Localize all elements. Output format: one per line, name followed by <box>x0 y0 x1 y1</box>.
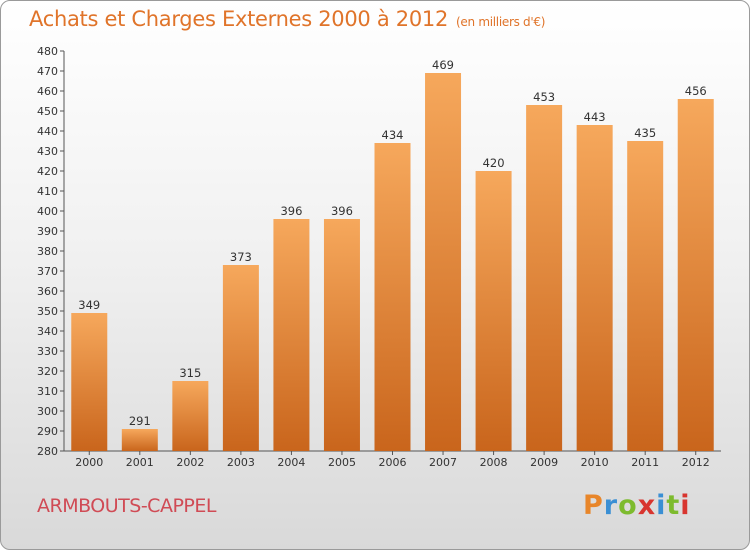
x-tick-label-2001: 2001 <box>126 456 154 469</box>
y-tick-label: 290 <box>37 425 58 438</box>
x-tick-label-2007: 2007 <box>429 456 457 469</box>
value-label-2008: 420 <box>483 156 505 170</box>
x-tick-label-2009: 2009 <box>530 456 558 469</box>
chart-title-text: Achats et Charges Externes 2000 à 2012 <box>29 7 449 31</box>
logo-letter: P <box>583 490 604 521</box>
y-tick-label: 430 <box>37 145 58 158</box>
bar-2011 <box>627 141 664 451</box>
y-tick-label: 390 <box>37 225 58 238</box>
logo-letter: i <box>656 490 667 521</box>
bar-2006 <box>374 143 411 451</box>
value-label-2001: 291 <box>129 414 151 428</box>
bar-2008 <box>475 171 512 451</box>
bar-2000 <box>71 313 108 451</box>
x-tick-label-2012: 2012 <box>682 456 710 469</box>
y-tick-label: 450 <box>37 105 58 118</box>
axes: 280 290 300 310 320 330 340 350 360 370 380 390 400 4… <box>37 45 721 469</box>
logo-letter: i <box>680 490 691 521</box>
logo-letter: o <box>618 490 638 521</box>
y-tick-label: 280 <box>37 445 58 458</box>
bar-2005 <box>323 219 360 451</box>
y-tick-label: 340 <box>37 325 58 338</box>
value-label-2005: 396 <box>331 204 353 218</box>
x-tick-label-2005: 2005 <box>328 456 356 469</box>
commune-name: ARMBOUTS-CAPPEL <box>37 495 216 517</box>
y-tick-label: 310 <box>37 385 58 398</box>
x-tick-label-2011: 2011 <box>631 456 659 469</box>
bar-2010 <box>576 125 613 451</box>
x-tick-label-2000: 2000 <box>75 456 103 469</box>
value-label-2012: 456 <box>685 84 707 98</box>
y-tick-label: 320 <box>37 365 58 378</box>
chart-title: Achats et Charges Externes 2000 à 2012 (e… <box>29 7 545 31</box>
chart-subtitle: (en milliers d'€) <box>456 15 546 29</box>
y-tick-label: 300 <box>37 405 58 418</box>
value-label-2007: 469 <box>432 58 454 72</box>
x-tick-label-2004: 2004 <box>277 456 305 469</box>
y-tick-label: 460 <box>37 85 58 98</box>
value-label-2006: 434 <box>382 128 404 142</box>
bar-2001 <box>121 429 158 451</box>
y-tick-label: 470 <box>37 65 58 78</box>
logo-letter: x <box>637 490 657 521</box>
logo-letter: t <box>666 490 681 521</box>
value-label-2004: 396 <box>280 204 302 218</box>
y-tick-label: 370 <box>37 265 58 278</box>
logo-letter: r <box>603 490 619 521</box>
y-tick-label: 410 <box>37 185 58 198</box>
bar-2007 <box>425 73 462 451</box>
y-tick-label: 420 <box>37 165 58 178</box>
x-tick-label-2002: 2002 <box>176 456 204 469</box>
x-tick-label-2006: 2006 <box>379 456 407 469</box>
bar-2012 <box>677 99 714 451</box>
x-tick-label-2003: 2003 <box>227 456 255 469</box>
bar-2002 <box>172 381 209 451</box>
y-tick-label: 360 <box>37 285 58 298</box>
value-label-2009: 453 <box>533 90 555 104</box>
y-tick-label: 440 <box>37 125 58 138</box>
bar-2004 <box>273 219 310 451</box>
x-tick-label-2008: 2008 <box>480 456 508 469</box>
value-label-2011: 435 <box>634 126 656 140</box>
y-tick-label: 400 <box>37 205 58 218</box>
bar-2003 <box>222 265 259 451</box>
y-tick-label: 350 <box>37 305 58 318</box>
value-label-2010: 443 <box>584 110 606 124</box>
proxiti-logo: Proxiti <box>583 490 691 521</box>
x-tick-label-2010: 2010 <box>581 456 609 469</box>
value-label-2000: 349 <box>78 298 100 312</box>
y-tick-label: 330 <box>37 345 58 358</box>
bar-2009 <box>526 105 563 451</box>
y-tick-label: 480 <box>37 45 58 58</box>
value-label-2003: 373 <box>230 250 252 264</box>
value-label-2002: 315 <box>179 366 201 380</box>
y-tick-label: 380 <box>37 245 58 258</box>
bars: 349 291 315 373 396 396 434 469 420 453 443 435 456 <box>71 58 714 451</box>
